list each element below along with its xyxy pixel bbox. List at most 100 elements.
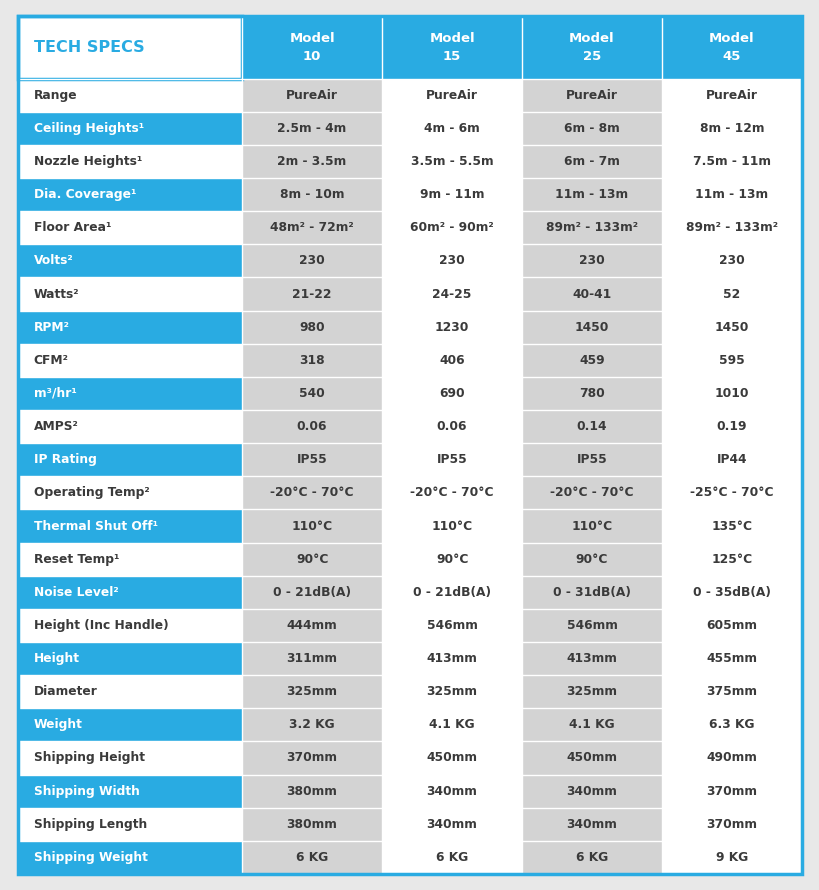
Bar xyxy=(522,741,661,774)
Bar xyxy=(382,708,522,741)
Bar xyxy=(522,410,661,443)
Text: 370mm: 370mm xyxy=(706,818,757,830)
Bar xyxy=(661,774,801,808)
Text: 110°C: 110°C xyxy=(571,520,612,532)
Bar xyxy=(18,16,242,78)
Text: 4.1 KG: 4.1 KG xyxy=(568,718,614,732)
Bar xyxy=(18,676,242,708)
Bar xyxy=(18,344,242,376)
Bar xyxy=(661,112,801,145)
Text: 1450: 1450 xyxy=(714,320,749,334)
Bar xyxy=(18,609,242,642)
Bar xyxy=(661,543,801,576)
Text: 1010: 1010 xyxy=(714,387,749,400)
Bar xyxy=(242,376,382,410)
Bar xyxy=(18,78,242,112)
Text: 325mm: 325mm xyxy=(287,685,337,699)
Bar xyxy=(661,16,801,78)
Text: 60m² - 90m²: 60m² - 90m² xyxy=(410,222,493,234)
Bar xyxy=(242,841,382,874)
Text: 135°C: 135°C xyxy=(711,520,752,532)
Bar xyxy=(382,376,522,410)
Text: 6m - 8m: 6m - 8m xyxy=(563,122,619,135)
Bar xyxy=(661,178,801,211)
Bar xyxy=(382,145,522,178)
Bar xyxy=(382,278,522,311)
Bar xyxy=(522,774,661,808)
Text: 48m² - 72m²: 48m² - 72m² xyxy=(270,222,354,234)
Text: 0 - 31dB(A): 0 - 31dB(A) xyxy=(552,586,630,599)
Text: -20°C - 70°C: -20°C - 70°C xyxy=(270,486,354,499)
Bar xyxy=(18,509,242,543)
Text: 3.2 KG: 3.2 KG xyxy=(289,718,334,732)
Text: 3.5m - 5.5m: 3.5m - 5.5m xyxy=(410,155,493,168)
Bar xyxy=(522,311,661,344)
Text: CFM²: CFM² xyxy=(34,354,69,367)
Bar xyxy=(661,708,801,741)
Bar xyxy=(382,774,522,808)
Text: Range: Range xyxy=(34,89,77,101)
Bar xyxy=(661,609,801,642)
Bar xyxy=(661,344,801,376)
Bar xyxy=(661,376,801,410)
Text: 370mm: 370mm xyxy=(706,785,757,797)
Text: 0 - 21dB(A): 0 - 21dB(A) xyxy=(413,586,491,599)
Text: 340mm: 340mm xyxy=(426,785,477,797)
Bar xyxy=(522,676,661,708)
Bar xyxy=(242,708,382,741)
Bar xyxy=(382,642,522,676)
Text: 11m - 13m: 11m - 13m xyxy=(554,188,628,201)
Bar xyxy=(522,708,661,741)
Text: 4m - 6m: 4m - 6m xyxy=(423,122,479,135)
Bar xyxy=(661,576,801,609)
Bar xyxy=(242,311,382,344)
Text: Weight: Weight xyxy=(34,718,83,732)
Text: Shipping Weight: Shipping Weight xyxy=(34,851,147,864)
Bar xyxy=(242,410,382,443)
Text: 1230: 1230 xyxy=(434,320,468,334)
Text: 6 KG: 6 KG xyxy=(575,851,608,864)
Text: Thermal Shut Off¹: Thermal Shut Off¹ xyxy=(34,520,158,532)
Text: 0 - 21dB(A): 0 - 21dB(A) xyxy=(273,586,351,599)
Text: IP55: IP55 xyxy=(296,453,327,466)
Text: 230: 230 xyxy=(578,255,604,267)
Bar xyxy=(522,178,661,211)
Text: 110°C: 110°C xyxy=(431,520,472,532)
Bar xyxy=(522,245,661,278)
Text: 980: 980 xyxy=(299,320,324,334)
Text: 9 KG: 9 KG xyxy=(715,851,747,864)
Text: 406: 406 xyxy=(439,354,464,367)
Text: 90°C: 90°C xyxy=(575,553,608,566)
Bar xyxy=(522,211,661,245)
Text: 8m - 10m: 8m - 10m xyxy=(279,188,344,201)
Bar xyxy=(382,841,522,874)
Text: 0.06: 0.06 xyxy=(296,420,327,433)
Text: 690: 690 xyxy=(439,387,464,400)
Bar xyxy=(242,112,382,145)
Text: 455mm: 455mm xyxy=(706,652,757,665)
Text: IP44: IP44 xyxy=(716,453,746,466)
Bar xyxy=(18,443,242,476)
Bar xyxy=(242,808,382,841)
Bar xyxy=(18,741,242,774)
Text: 605mm: 605mm xyxy=(706,619,757,632)
Bar xyxy=(18,311,242,344)
Bar xyxy=(522,145,661,178)
Bar xyxy=(242,16,382,78)
Text: TECH SPECS: TECH SPECS xyxy=(34,40,144,55)
Text: 413mm: 413mm xyxy=(566,652,617,665)
Bar xyxy=(661,78,801,112)
Bar xyxy=(382,78,522,112)
Text: 325mm: 325mm xyxy=(426,685,477,699)
Bar xyxy=(522,376,661,410)
Text: Floor Area¹: Floor Area¹ xyxy=(34,222,111,234)
Bar xyxy=(242,642,382,676)
Bar xyxy=(382,211,522,245)
Text: Shipping Length: Shipping Length xyxy=(34,818,147,830)
Text: 8m - 12m: 8m - 12m xyxy=(699,122,763,135)
Bar xyxy=(522,16,661,78)
Bar xyxy=(522,609,661,642)
Text: 450mm: 450mm xyxy=(426,751,477,765)
Bar xyxy=(522,543,661,576)
Bar xyxy=(382,576,522,609)
